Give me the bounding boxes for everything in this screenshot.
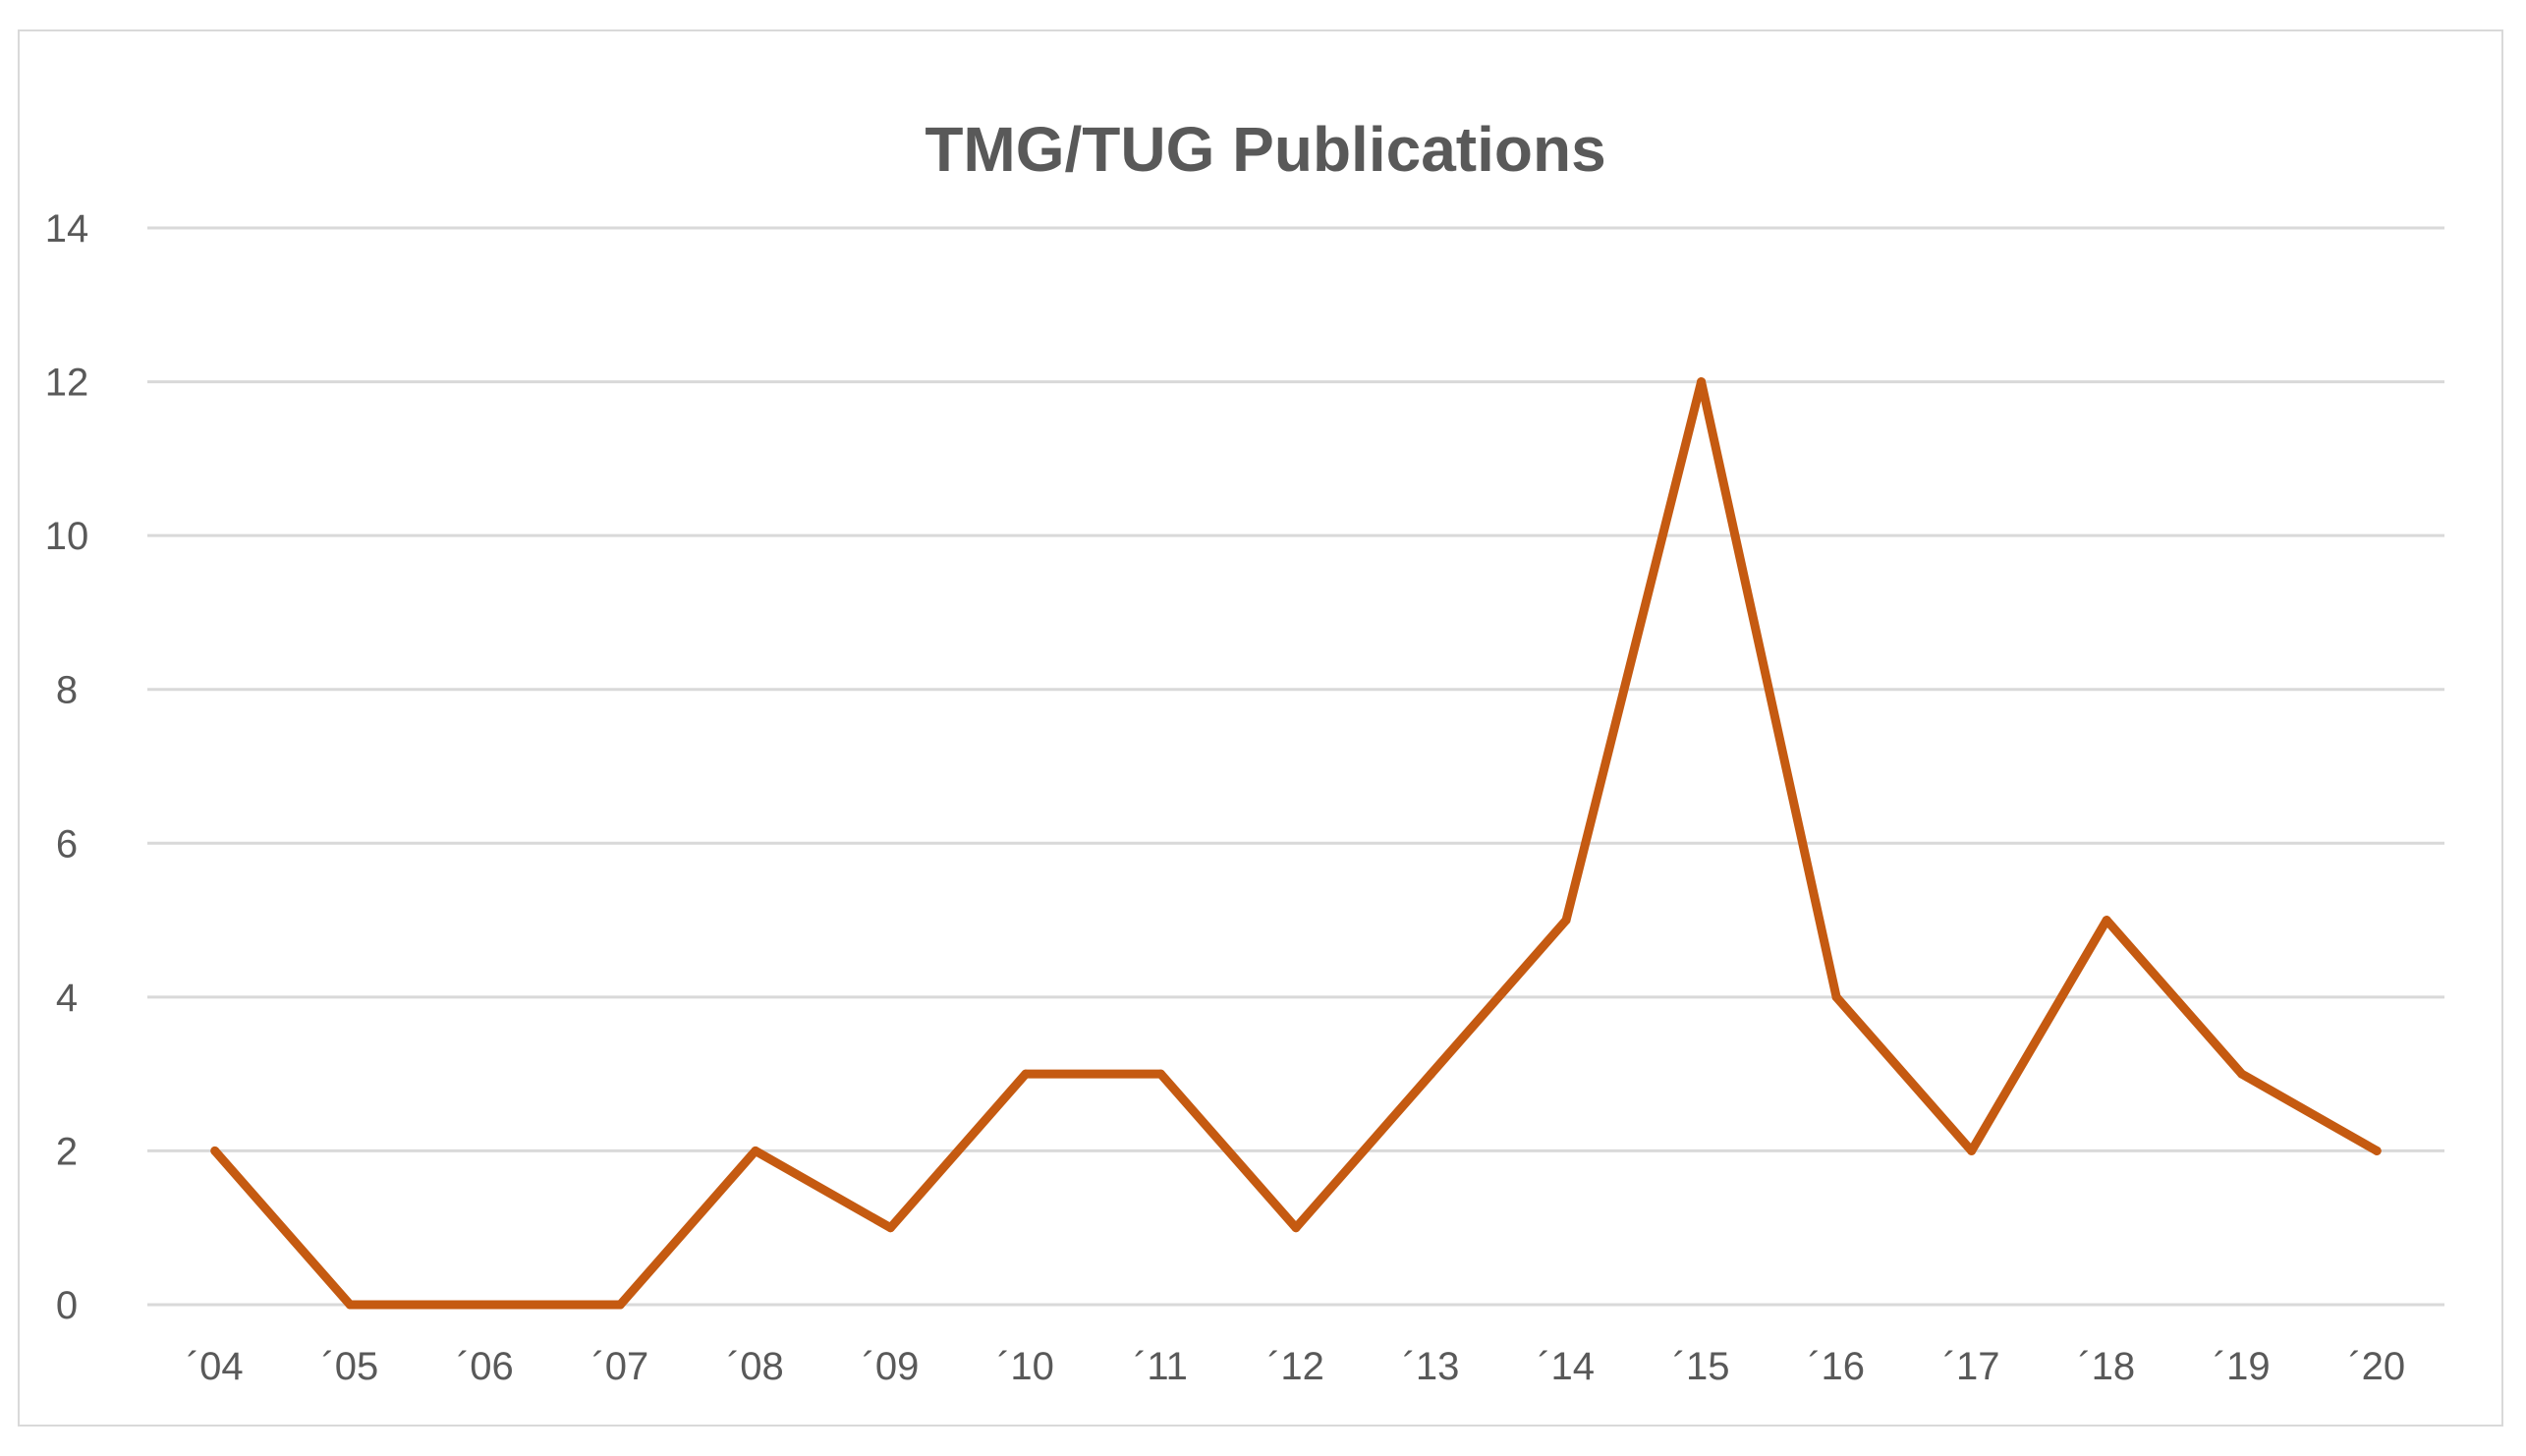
x-tick-label: ´20 — [2348, 1345, 2405, 1388]
data-point — [2372, 1146, 2382, 1155]
y-tick-label: 0 — [56, 1284, 78, 1327]
data-point — [1021, 1069, 1031, 1079]
chart-frame: TMG/TUG Publications 0 2 4 6 8 10 12 14 ´04 ´05 ´… — [18, 29, 2503, 1427]
x-axis-tick-labels: ´04 ´05 ´06 ´07 ´08 ´09 ´10 ´11 ´12 ´13 ´14 ´15 ´16 ´… — [187, 1345, 2405, 1388]
data-point — [1967, 1146, 1977, 1155]
x-tick-label: ´18 — [2078, 1345, 2135, 1388]
data-point — [885, 1223, 895, 1233]
x-tick-label: ´14 — [1538, 1345, 1595, 1388]
x-tick-label: ´07 — [591, 1345, 648, 1388]
y-tick-label: 2 — [56, 1130, 78, 1173]
x-tick-label: ´06 — [457, 1345, 514, 1388]
data-point — [1155, 1069, 1165, 1079]
data-point — [1561, 916, 1571, 925]
x-tick-label: ´12 — [1267, 1345, 1324, 1388]
x-tick-label: ´16 — [1808, 1345, 1865, 1388]
x-tick-label: ´08 — [727, 1345, 784, 1388]
y-tick-label: 12 — [45, 362, 89, 405]
data-point — [2102, 916, 2111, 925]
data-point — [2237, 1069, 2247, 1079]
data-point — [1697, 377, 1707, 387]
y-tick-label: 8 — [56, 669, 78, 712]
x-tick-label: ´10 — [997, 1345, 1054, 1388]
x-tick-label: ´15 — [1673, 1345, 1730, 1388]
data-point — [1831, 992, 1841, 1002]
data-point — [345, 1300, 355, 1310]
data-point — [1427, 1069, 1436, 1079]
gridlines — [147, 226, 2444, 1307]
x-tick-label: ´09 — [863, 1345, 920, 1388]
x-tick-label: ´17 — [1943, 1345, 2000, 1388]
y-tick-label: 10 — [45, 515, 89, 558]
x-tick-label: ´04 — [187, 1345, 244, 1388]
x-tick-label: ´19 — [2214, 1345, 2271, 1388]
data-point — [751, 1146, 760, 1155]
x-tick-label: ´11 — [1134, 1345, 1188, 1388]
y-tick-label: 14 — [45, 207, 89, 251]
chart-title: TMG/TUG Publications — [925, 114, 1605, 185]
y-tick-label: 4 — [56, 977, 78, 1020]
data-point — [615, 1300, 625, 1310]
series-layer — [210, 377, 2382, 1310]
y-axis-tick-labels: 0 2 4 6 8 10 12 14 — [45, 207, 89, 1327]
x-tick-label: ´13 — [1403, 1345, 1460, 1388]
data-point — [1291, 1223, 1301, 1233]
x-tick-label: ´05 — [321, 1345, 378, 1388]
data-point — [480, 1300, 490, 1310]
y-tick-label: 6 — [56, 822, 78, 866]
data-point — [210, 1146, 220, 1155]
